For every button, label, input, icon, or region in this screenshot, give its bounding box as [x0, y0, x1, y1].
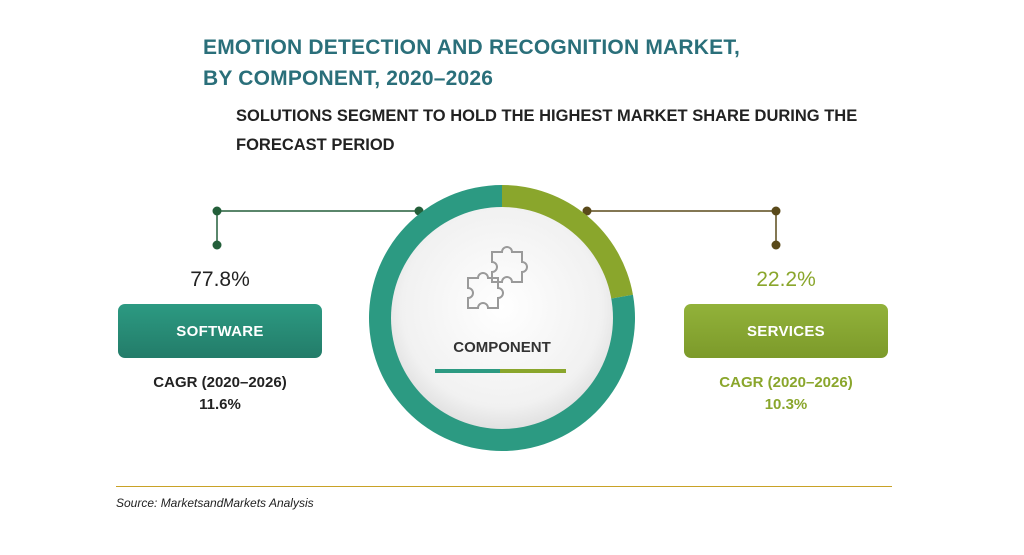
- chart-subtitle: SOLUTIONS SEGMENT TO HOLD THE HIGHEST MA…: [236, 107, 858, 154]
- source-divider: [116, 486, 892, 487]
- chart-title-line2: BY COMPONENT, 2020–2026: [203, 67, 494, 90]
- source-note: Source: MarketsandMarkets Analysis: [116, 496, 314, 510]
- services-label: SERVICES: [747, 322, 825, 340]
- software-share: 77.8%: [190, 268, 250, 291]
- chart-title: EMOTION DETECTION AND RECOGNITION MARKET…: [203, 32, 740, 94]
- software-pill: SOFTWARE: [118, 304, 322, 358]
- services-share: 22.2%: [756, 268, 816, 291]
- software-cagr-label: CAGR (2020–2026): [153, 374, 287, 391]
- services-pill: SERVICES: [684, 304, 888, 358]
- software-cagr: CAGR (2020–2026) 11.6%: [110, 372, 330, 416]
- software-cagr-value: 11.6%: [199, 396, 241, 413]
- software-connector: [212, 206, 424, 250]
- chart-title-line1: EMOTION DETECTION AND RECOGNITION MARKET…: [203, 36, 741, 59]
- services-connector: [582, 206, 781, 250]
- donut-center: [391, 207, 613, 429]
- services-cagr: CAGR (2020–2026) 10.3%: [676, 372, 896, 416]
- puzzle-icon: [467, 246, 528, 309]
- center-label: COMPONENT: [453, 339, 551, 356]
- services-cagr-label: CAGR (2020–2026): [719, 374, 853, 391]
- services-cagr-value: 10.3%: [764, 396, 808, 413]
- software-label: SOFTWARE: [176, 322, 264, 340]
